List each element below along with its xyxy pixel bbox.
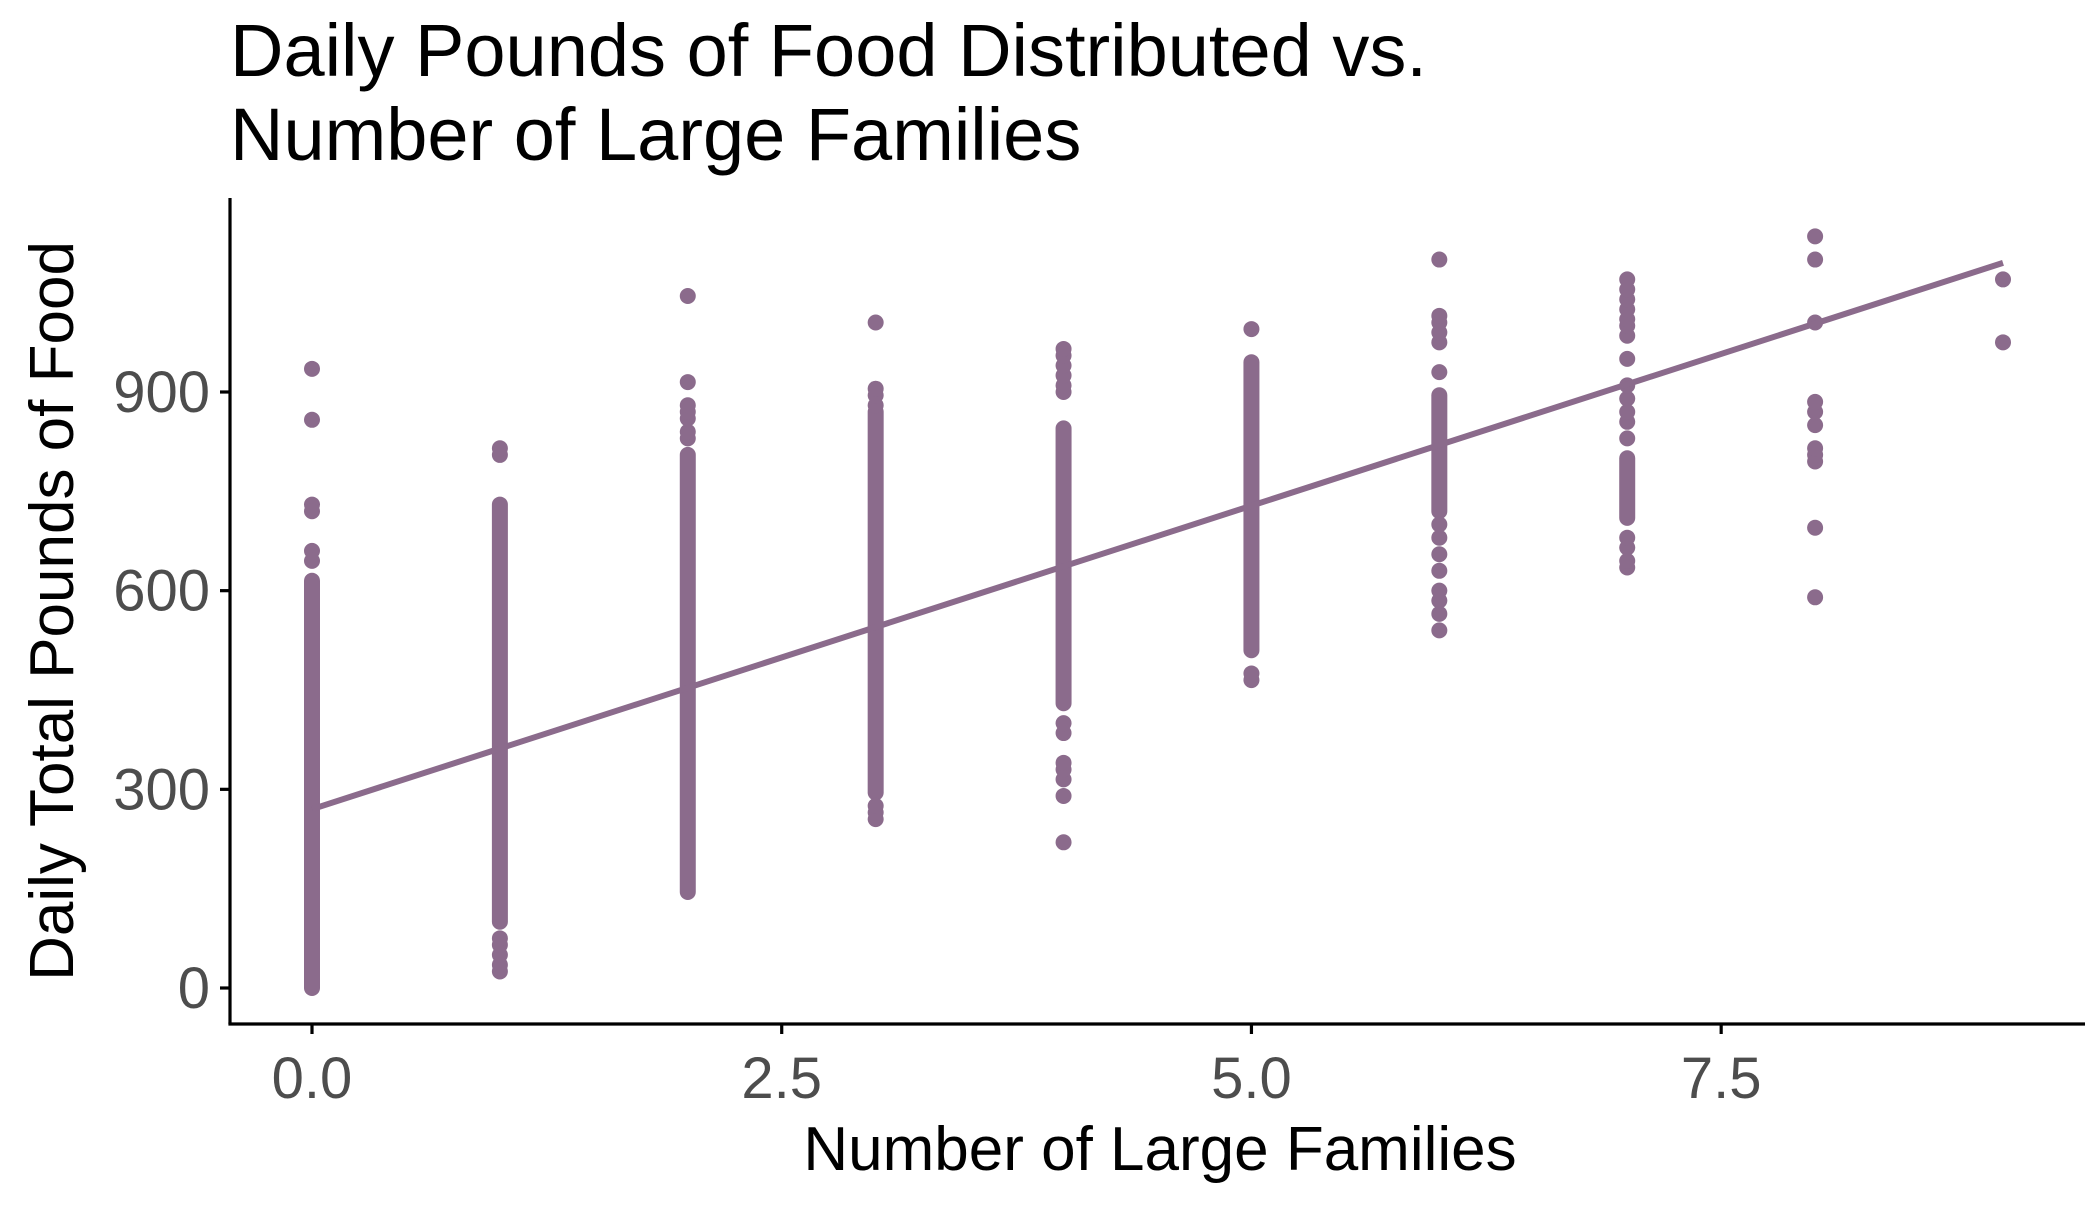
data-point-x6-8 (1431, 364, 1448, 381)
data-point-x6-4 (1431, 562, 1448, 579)
data-point-x6-0 (1431, 622, 1448, 639)
data-point-x9-0 (1995, 334, 2011, 351)
data-point-x0-3 (304, 503, 320, 520)
data-point-x4-1 (1055, 787, 1072, 804)
x-tick-label-5.0: 5.0 (1211, 1046, 1292, 1111)
data-point-x6-13 (1431, 251, 1448, 268)
data-point-x3-6 (867, 314, 884, 331)
data-point-x8-0 (1807, 589, 1824, 606)
data-point-x4-0 (1055, 834, 1072, 851)
data-point-x2-1 (679, 423, 696, 440)
data-point-x2-4 (679, 397, 696, 414)
y-axis-title: Daily Total Pounds of Food (18, 241, 87, 981)
chart-title-line-1: Daily Pounds of Food Distributed vs. (230, 9, 1427, 92)
data-point-x7-9 (1619, 350, 1636, 367)
x-tick-label-2.5: 2.5 (741, 1046, 822, 1111)
data-point-x4-12 (1055, 340, 1072, 357)
x-tick-label-7.5: 7.5 (1681, 1046, 1762, 1111)
data-point-x5-2 (1243, 321, 1260, 338)
data-point-x0-4 (304, 411, 320, 428)
y-tick-label-900: 900 (113, 360, 210, 425)
y-tick-label-600: 600 (113, 559, 210, 624)
data-point-x8-5 (1807, 417, 1824, 434)
x-axis-ticks: 0.0 2.5 5.0 7.5 (272, 1024, 1762, 1111)
data-point-x6-7 (1431, 516, 1448, 533)
data-point-x8-9 (1807, 251, 1824, 268)
data-point-x7-1 (1619, 552, 1636, 569)
data-point-x6-5 (1431, 546, 1448, 563)
data-point-x3-2 (867, 797, 884, 814)
data-point-x0-1 (304, 552, 320, 569)
data-point-x6-6 (1431, 529, 1448, 546)
data-point-x4-6 (1055, 715, 1072, 732)
data-point-x0-5 (304, 360, 320, 377)
data-point-x8-4 (1807, 440, 1824, 457)
data-point-x7-7 (1619, 390, 1636, 407)
data-point-x8-1 (1807, 519, 1824, 536)
trend-line (311, 260, 2004, 813)
data-point-x7-4 (1619, 430, 1636, 447)
x-tick-label-0.0: 0.0 (272, 1046, 353, 1111)
data-point-x5-1 (1243, 665, 1260, 682)
data-point-x6-3 (1431, 582, 1448, 599)
y-axis-ticks: 0 300 600 900 (113, 360, 230, 1021)
data-point-x2-5 (679, 374, 696, 391)
data-point-x8-10 (1807, 228, 1824, 245)
data-point-x7-3 (1619, 529, 1636, 546)
data-point-x3-5 (867, 380, 884, 397)
data-point-x4-4 (1055, 754, 1072, 771)
data-point-x1-6 (491, 440, 508, 457)
chart-title-line-2: Number of Large Families (230, 93, 1081, 176)
trend-line-group (311, 260, 2004, 813)
data-point-x7-16 (1619, 271, 1636, 288)
y-tick-label-300: 300 (113, 757, 210, 822)
data-point-x9-1 (1995, 271, 2011, 288)
data-point-x6-1 (1431, 605, 1448, 622)
data-point-x2-6 (679, 287, 696, 304)
data-point-x7-6 (1619, 403, 1636, 420)
y-tick-label-0: 0 (178, 956, 210, 1021)
x-axis-title: Number of Large Families (803, 1115, 1516, 1184)
data-point-x1-4 (491, 930, 508, 947)
data-point-x8-7 (1807, 393, 1824, 410)
data-point-x6-12 (1431, 307, 1448, 324)
